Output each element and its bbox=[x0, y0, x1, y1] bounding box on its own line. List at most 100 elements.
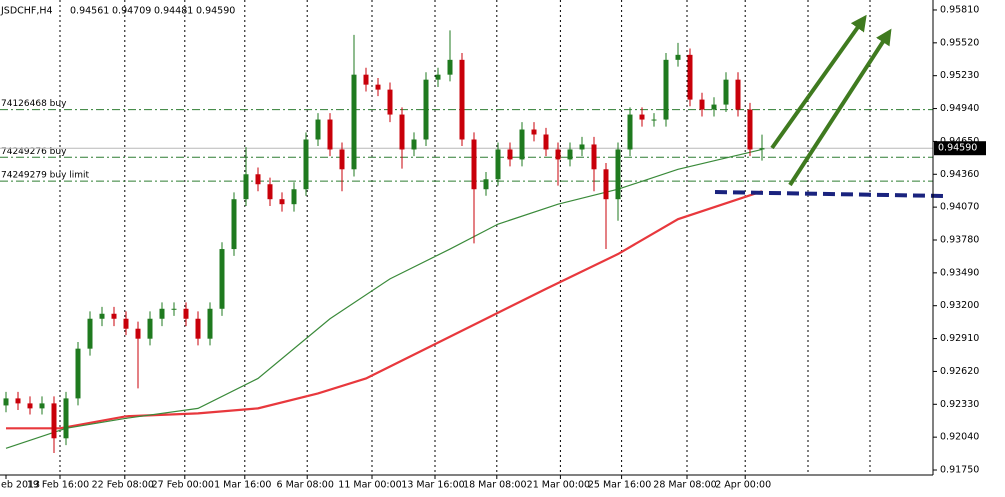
x-tick-label: 19 Feb 16:00 bbox=[27, 480, 89, 491]
candle-body bbox=[459, 59, 465, 140]
candle-body bbox=[27, 403, 33, 409]
candle-body bbox=[255, 174, 261, 185]
y-tick-label: 0.93490 bbox=[940, 267, 979, 278]
candle-body bbox=[567, 149, 573, 160]
y-tick-label: 0.94940 bbox=[940, 103, 979, 114]
y-tick-label: 0.95520 bbox=[940, 37, 979, 48]
candle-body bbox=[615, 149, 621, 200]
moving-average bbox=[6, 190, 763, 430]
candle-body bbox=[195, 318, 201, 339]
candle-body bbox=[699, 99, 705, 110]
y-tick-label: 0.94360 bbox=[940, 169, 979, 180]
price-label: 0.94590 bbox=[938, 143, 977, 154]
candle-body bbox=[267, 184, 273, 200]
candle-body bbox=[123, 318, 129, 329]
candle-body bbox=[483, 179, 489, 190]
candle-body bbox=[495, 149, 501, 180]
x-tick-label: 6 Mar 08:00 bbox=[277, 480, 334, 491]
candle-body bbox=[339, 149, 345, 170]
candle-body bbox=[555, 149, 561, 160]
y-tick-label: 0.93780 bbox=[940, 234, 979, 245]
header-value: 0.94590 bbox=[196, 6, 235, 17]
candle-body bbox=[471, 139, 477, 190]
x-tick-label: 13 Mar 16:00 bbox=[401, 480, 464, 491]
x-tick-label: 28 Mar 08:00 bbox=[653, 480, 716, 491]
y-tick-label: 0.92620 bbox=[940, 366, 979, 377]
candle-body bbox=[135, 328, 141, 339]
drawn-arrow bbox=[788, 28, 892, 187]
x-tick-label: eb 2013 bbox=[1, 480, 40, 491]
y-tick-label: 0.95230 bbox=[940, 70, 979, 81]
header-value: 0.94481 bbox=[154, 6, 193, 17]
x-tick-label: 2 Apr 00:00 bbox=[715, 480, 771, 491]
candle-body bbox=[399, 114, 405, 150]
candle-body bbox=[219, 249, 225, 309]
header-value: 0.94709 bbox=[112, 6, 151, 17]
candle-body bbox=[147, 318, 153, 339]
header-value: 0.94561 bbox=[70, 6, 109, 17]
y-tick-label: 0.92910 bbox=[940, 333, 979, 344]
x-tick-label: 1 Mar 16:00 bbox=[214, 480, 271, 491]
candle-body bbox=[87, 318, 93, 349]
candle-body bbox=[447, 59, 453, 75]
candle-body bbox=[291, 189, 297, 205]
y-tick-label: 0.91750 bbox=[940, 465, 979, 476]
candle-body bbox=[723, 79, 729, 105]
y-tick-label: 0.93200 bbox=[940, 300, 979, 311]
candle-body bbox=[543, 134, 549, 150]
candle-body bbox=[39, 403, 45, 409]
candle-body bbox=[759, 148, 765, 150]
candle-body bbox=[315, 119, 321, 140]
candle-body bbox=[423, 79, 429, 140]
candle-body bbox=[183, 308, 189, 319]
candle-body bbox=[435, 74, 441, 80]
x-tick-label: 11 Mar 00:00 bbox=[338, 480, 401, 491]
candle-body bbox=[3, 398, 9, 406]
chart-title: JSDCHF,H4 bbox=[0, 6, 53, 17]
candle-body bbox=[159, 308, 165, 319]
candle-body bbox=[519, 129, 525, 160]
candle-body bbox=[579, 144, 585, 150]
x-tick-label: 27 Feb 00:00 bbox=[152, 480, 214, 491]
candle-body bbox=[531, 129, 537, 135]
candle-body bbox=[651, 119, 657, 121]
x-tick-label: 18 Mar 08:00 bbox=[463, 480, 526, 491]
candle-body bbox=[279, 199, 285, 205]
candle-body bbox=[375, 84, 381, 90]
candle-body bbox=[15, 398, 21, 404]
candle-body bbox=[663, 59, 669, 120]
candle-body bbox=[639, 114, 645, 120]
candle-body bbox=[591, 144, 597, 170]
candle-body bbox=[243, 174, 249, 200]
candle-body bbox=[747, 109, 753, 150]
candle-body bbox=[603, 169, 609, 200]
candle-body bbox=[207, 308, 213, 339]
x-tick-label: 25 Mar 16:00 bbox=[588, 480, 651, 491]
x-tick-label: 22 Feb 08:00 bbox=[92, 480, 154, 491]
candle-body bbox=[231, 199, 237, 250]
candle-body bbox=[327, 119, 333, 150]
y-tick-label: 0.92330 bbox=[940, 399, 979, 410]
candle-body bbox=[63, 398, 69, 439]
candle-body bbox=[735, 79, 741, 110]
candle-body bbox=[303, 139, 309, 190]
price-box bbox=[934, 141, 986, 156]
y-tick-label: 0.92040 bbox=[940, 432, 979, 443]
candle-body bbox=[507, 149, 513, 160]
moving-average bbox=[5, 148, 763, 449]
y-tick-label: 0.95810 bbox=[940, 4, 979, 15]
candle-body bbox=[627, 114, 633, 150]
candle-body bbox=[75, 348, 81, 399]
candle-body bbox=[99, 313, 105, 319]
candle-body bbox=[675, 54, 681, 60]
order-label: 74249279 buy limit bbox=[1, 171, 90, 181]
order-label: 74126468 buy bbox=[1, 99, 67, 109]
x-tick-label: 21 Mar 00:00 bbox=[527, 480, 590, 491]
candle-body bbox=[171, 308, 177, 310]
y-tick-label: 0.94070 bbox=[940, 202, 979, 213]
candle-body bbox=[351, 74, 357, 170]
candle-body bbox=[51, 403, 57, 439]
drawn-arrow bbox=[770, 14, 867, 150]
